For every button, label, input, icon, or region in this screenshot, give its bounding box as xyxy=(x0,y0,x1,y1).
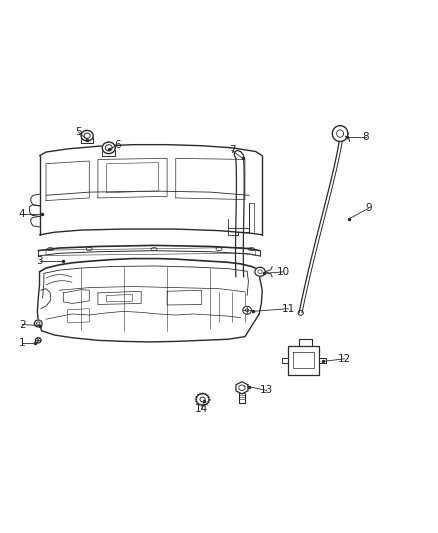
Ellipse shape xyxy=(34,320,42,327)
Text: 8: 8 xyxy=(363,132,369,142)
Text: 2: 2 xyxy=(19,319,25,329)
Text: 6: 6 xyxy=(114,140,121,150)
Text: 13: 13 xyxy=(260,385,273,395)
Text: 11: 11 xyxy=(282,304,295,314)
Ellipse shape xyxy=(81,131,93,141)
Text: 3: 3 xyxy=(36,256,43,266)
Ellipse shape xyxy=(196,393,209,405)
Text: 5: 5 xyxy=(75,127,82,137)
Ellipse shape xyxy=(243,306,251,314)
Text: 10: 10 xyxy=(277,267,290,277)
Text: 9: 9 xyxy=(365,204,371,214)
Ellipse shape xyxy=(255,267,265,276)
Text: 12: 12 xyxy=(338,354,351,364)
Text: 4: 4 xyxy=(19,209,25,219)
Text: 1: 1 xyxy=(19,338,25,348)
Text: 7: 7 xyxy=(229,146,235,156)
Ellipse shape xyxy=(102,142,115,154)
Text: 14: 14 xyxy=(195,404,208,414)
Ellipse shape xyxy=(35,338,41,343)
